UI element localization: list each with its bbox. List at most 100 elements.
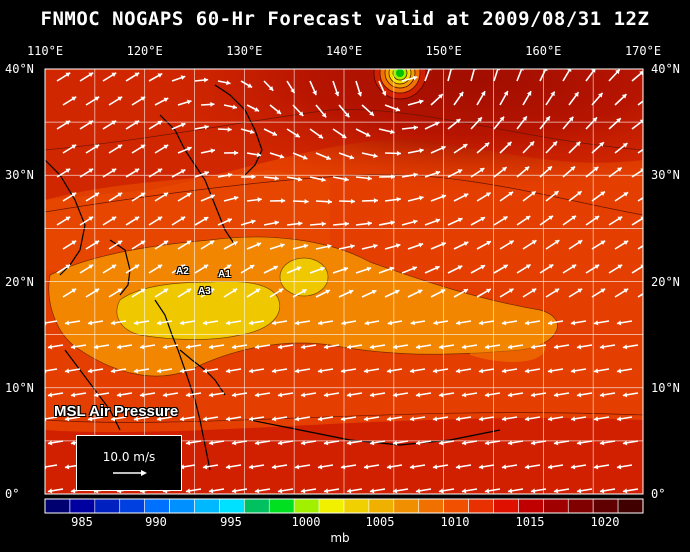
- wind-arrow-head: [478, 416, 484, 422]
- isobar-1005-east: [279, 257, 329, 297]
- wind-arrow-head: [321, 177, 326, 183]
- wind-arrow-head: [381, 90, 387, 96]
- wind-arrow-head: [576, 488, 582, 494]
- wind-arrow-head: [373, 198, 378, 204]
- wind-arrow-head: [621, 94, 627, 99]
- map-caption: MSL Air Pressure: [54, 403, 179, 420]
- wind-arrow-head: [71, 240, 77, 245]
- wind-arrow: [45, 416, 58, 420]
- wind-arrow-head: [387, 320, 393, 326]
- wind-arrow-head: [111, 264, 117, 269]
- wind-arrow-head: [156, 416, 162, 422]
- wind-arrow-head: [369, 344, 375, 350]
- wind-arrow-head: [478, 320, 484, 326]
- wind-arrow-head: [389, 266, 395, 272]
- wind-arrow-head: [133, 416, 139, 422]
- wind-arrow-head: [87, 368, 93, 374]
- wind-arrow-head: [576, 191, 582, 196]
- wind-arrow-head: [486, 241, 492, 246]
- wind-arrow-head: [591, 69, 596, 73]
- wind-arrow-head: [234, 150, 239, 156]
- wind-arrow-head: [281, 198, 286, 204]
- wind-arrow-head: [65, 168, 71, 173]
- wind-arrow-head: [480, 217, 486, 222]
- wind-arrow-head: [300, 488, 306, 494]
- colorbar-unit: mb: [330, 531, 350, 545]
- wind-arrow-head: [593, 368, 599, 374]
- wind-arrow-head: [616, 464, 622, 470]
- colorbar-bin: [318, 498, 345, 514]
- wind-arrow-head: [179, 416, 185, 422]
- wind-arrow-head: [323, 344, 329, 350]
- wind-arrow-head: [344, 221, 349, 227]
- wind-arrow-head: [225, 368, 231, 374]
- wind-vector-field: [45, 69, 643, 494]
- wind-arrow-head: [210, 101, 215, 107]
- wind-arrow-head: [227, 126, 232, 132]
- wind-arrow-head: [413, 125, 418, 131]
- wind-arrow-head: [117, 240, 123, 245]
- wind-arrow-head: [365, 132, 371, 137]
- wind-arrow-head: [271, 464, 277, 470]
- wind-arrow-head: [594, 216, 600, 221]
- colorbar-tick-label: 990: [145, 515, 167, 529]
- colorbar-bin: [69, 498, 96, 514]
- wind-arrow-head: [530, 440, 536, 446]
- wind-arrow-head: [501, 464, 507, 470]
- wind-arrow-head: [357, 91, 362, 97]
- wind-arrow-head: [462, 144, 468, 149]
- wind-arrow-head: [248, 464, 254, 470]
- wind-arrow-head: [592, 117, 598, 123]
- wind-arrow-head: [179, 368, 185, 374]
- wind-arrow-head: [599, 440, 605, 446]
- map-frame: [44, 68, 644, 495]
- wind-arrow-head: [186, 146, 192, 152]
- wind-arrow-head: [526, 91, 532, 96]
- wind-arrow-head: [547, 416, 553, 422]
- latitude-label: 20°N: [651, 275, 680, 289]
- wind-arrow-head: [394, 289, 400, 295]
- wind-arrow-head: [367, 221, 372, 226]
- wind-arrow-head: [524, 368, 530, 374]
- wind-arrow-head: [457, 169, 463, 174]
- wind-arrow-head: [133, 320, 139, 326]
- wind-arrow-head: [542, 69, 548, 72]
- wind-arrow-head: [417, 289, 423, 295]
- wind-arrow-head: [525, 216, 531, 221]
- wind-arrow-head: [210, 194, 215, 200]
- colorbar-bin: [443, 498, 469, 514]
- wind-arrow-head: [296, 266, 302, 271]
- wind-arrow-head: [202, 464, 208, 470]
- wind-arrow-head: [256, 152, 262, 158]
- wind-arrow-head: [386, 416, 392, 422]
- colorbar-bin: [468, 498, 494, 514]
- wind-arrow-head: [70, 440, 76, 446]
- wind-arrow-head: [574, 92, 579, 97]
- wind-arrow: [493, 69, 499, 82]
- wind-arrow-head: [300, 344, 306, 350]
- wind-arrow-head: [317, 464, 323, 470]
- wind-arrow-head: [363, 416, 369, 422]
- colorbar-tick-label: 1005: [365, 515, 395, 529]
- wind-arrow-head: [617, 167, 622, 172]
- latitude-label: 0°: [651, 487, 666, 501]
- wind-arrow: [447, 69, 453, 82]
- wind-arrow-head: [117, 144, 123, 149]
- colorbar-bin: [94, 498, 121, 514]
- wind-arrow-head: [479, 168, 485, 173]
- wind-arrow-head: [395, 243, 401, 249]
- wind-arrow-head: [64, 464, 70, 470]
- wind-arrow-head: [484, 488, 490, 494]
- wind-arrow-head: [268, 86, 274, 91]
- wind-arrow-head: [134, 264, 140, 269]
- colorbar-tick-label: 985: [71, 515, 93, 529]
- wind-arrow-head: [65, 264, 71, 269]
- wind-arrow-head: [274, 220, 279, 226]
- wind-arrow-head: [157, 120, 163, 126]
- wind-arrow-head: [202, 368, 208, 374]
- wind-arrow-head: [321, 112, 327, 118]
- wind-arrow-head: [346, 392, 352, 398]
- arrow-right-icon: [113, 470, 147, 476]
- wind-arrow-head: [373, 153, 378, 159]
- wind-arrow-head: [548, 264, 554, 269]
